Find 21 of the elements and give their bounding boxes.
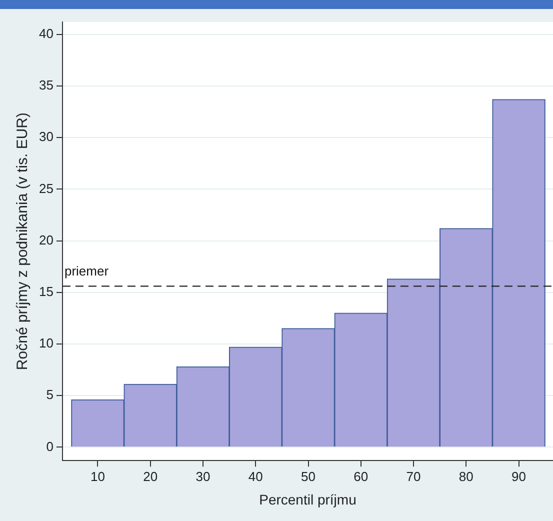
y-tick-label: 0	[46, 438, 54, 454]
x-tick-label: 10	[90, 468, 105, 484]
y-tick-label: 15	[38, 284, 54, 299]
y-tick-label: 20	[38, 232, 54, 248]
x-tick-label: 60	[354, 468, 368, 484]
y-axis-title: Ročné príjmy z podnikania (v tis. EUR)	[14, 112, 32, 370]
x-tick-label: 80	[458, 468, 474, 484]
ref-line-label: priemer	[64, 263, 110, 278]
x-tick-label: 40	[248, 468, 263, 484]
x-tick-label: 50	[301, 468, 316, 484]
x-tick-label: 20	[143, 468, 158, 484]
x-tick-label: 30	[196, 468, 210, 484]
y-tick-label: 10	[38, 336, 54, 351]
y-tick-label: 40	[38, 26, 54, 41]
y-tick-label: 30	[38, 129, 54, 144]
y-tick-label: 35	[38, 78, 54, 93]
x-tick-label: 70	[406, 468, 421, 484]
y-tick-label: 5	[46, 387, 54, 402]
x-axis-title: Percentil príjmu	[259, 491, 356, 508]
x-tick-label: 90	[512, 468, 526, 484]
y-tick-label: 25	[38, 180, 54, 196]
